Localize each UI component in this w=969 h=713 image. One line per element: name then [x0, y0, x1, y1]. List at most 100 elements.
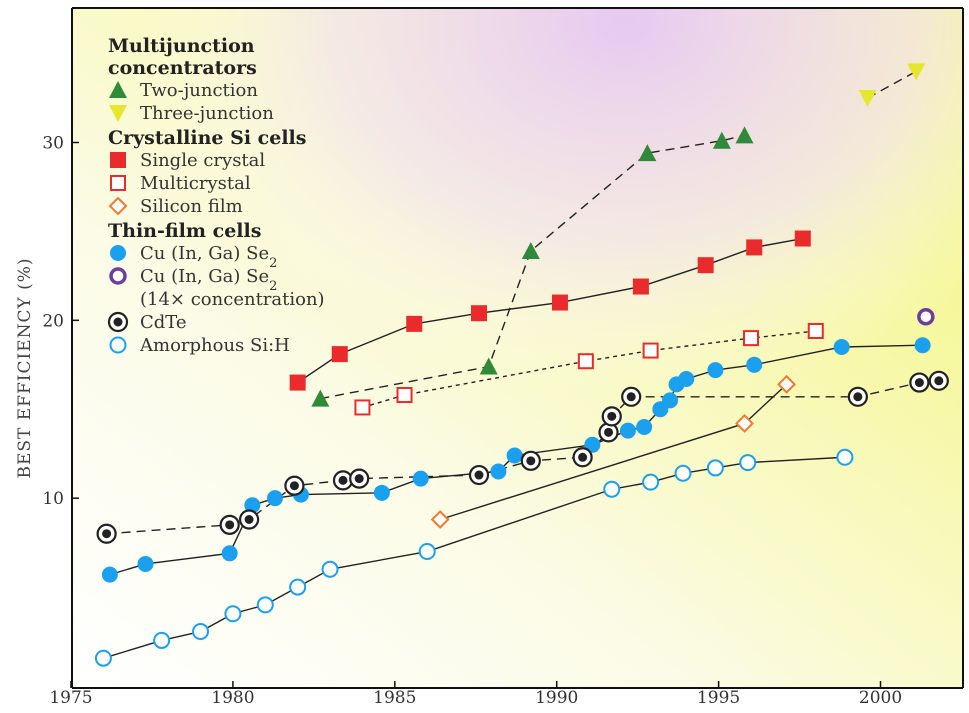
legend: MultijunctionconcentratorsTwo-junctionTh… — [107, 35, 325, 356]
legend-marker-2-2 — [107, 311, 129, 333]
data-point-0-2 — [521, 241, 540, 259]
data-point-3-0 — [354, 399, 371, 416]
plot-glow — [72, 8, 963, 688]
data-point-7-5 — [349, 468, 370, 489]
data-point-5-10 — [584, 436, 601, 453]
data-point-2-6 — [697, 257, 714, 274]
data-point-5-9 — [506, 447, 523, 464]
data-point-4-0 — [430, 510, 450, 529]
data-point-8-7 — [418, 543, 436, 561]
legend-marker-2-3 — [109, 336, 127, 354]
data-point-7-8 — [572, 447, 593, 468]
data-point-3-1 — [396, 387, 413, 404]
data-point-0-5 — [735, 126, 754, 144]
legend-group-title-0: concentrators — [108, 57, 257, 79]
data-point-5-4 — [267, 490, 283, 507]
data-point-2-8 — [794, 230, 811, 247]
x-tick-label: 1985 — [373, 688, 416, 708]
axis-labels: 1975 1980 1985 1990 1995 2000 10 20 30 BEST EFFIC… — [15, 133, 902, 708]
data-point-0-3 — [638, 144, 657, 162]
data-point-3-4 — [743, 330, 759, 347]
data-point-1-1 — [907, 63, 926, 81]
data-point-8-1 — [153, 631, 171, 649]
legend-marker-1-1 — [110, 175, 126, 191]
data-point-5-20 — [914, 337, 931, 354]
data-point-5-14 — [662, 392, 679, 409]
legend-label-0-0: Two-junction — [140, 80, 258, 101]
x-tick-label: 1990 — [535, 688, 578, 708]
data-point-7-10 — [601, 406, 622, 427]
legend-marker-2-1 — [109, 267, 127, 285]
data-point-5-16 — [678, 371, 695, 388]
legend-group-title-1: Crystalline Si cells — [108, 127, 306, 149]
data-point-1-0 — [858, 90, 877, 108]
data-point-2-7 — [746, 239, 763, 256]
legend-label-1-2: Silicon film — [140, 196, 243, 217]
axes — [70, 7, 964, 689]
data-point-7-14 — [928, 370, 949, 391]
data-point-7-0 — [96, 523, 117, 544]
data-point-4-2 — [777, 374, 797, 394]
y-tick-label: 30 — [42, 133, 64, 153]
x-tick-label: 1980 — [211, 688, 254, 708]
data-point-7-11 — [621, 386, 642, 407]
data-point-8-12 — [739, 454, 757, 472]
legend-marker-1-0 — [110, 152, 126, 168]
legend-marker-0-1 — [109, 105, 127, 122]
data-point-8-9 — [642, 473, 660, 491]
data-point-7-9 — [598, 422, 619, 443]
data-point-7-13 — [909, 372, 930, 393]
data-point-2-3 — [471, 305, 487, 322]
data-point-4-1 — [735, 414, 754, 433]
data-point-5-11 — [619, 422, 636, 439]
data-point-5-6 — [373, 484, 390, 501]
data-point-7-1 — [219, 514, 240, 535]
legend-group-title-2: Thin-film cells — [108, 220, 261, 242]
data-point-6-0 — [917, 308, 935, 326]
data-point-5-7 — [412, 470, 429, 487]
data-point-7-3 — [284, 475, 305, 496]
legend-group-title-0: Multijunction — [108, 35, 255, 57]
y-tick-label: 20 — [42, 311, 64, 331]
data-point-3-5 — [807, 322, 824, 339]
y-tick-label: 10 — [42, 489, 64, 509]
y-axis-title: BEST EFFICIENCY (%) — [15, 257, 35, 478]
data-point-8-4 — [256, 596, 274, 614]
legend-label-2-3: Amorphous Si:H — [139, 335, 290, 356]
legend-label-0-1: Three-junction — [140, 103, 274, 124]
legend-marker-2-0 — [110, 245, 126, 261]
data-point-5-2 — [221, 545, 238, 562]
data-point-5-18 — [746, 356, 763, 373]
data-point-5-1 — [137, 555, 154, 572]
data-point-3-3 — [642, 342, 659, 359]
legend-marker-0-0 — [109, 81, 127, 98]
data-point-0-0 — [311, 389, 330, 407]
data-point-3-2 — [577, 353, 594, 370]
data-point-5-19 — [833, 339, 850, 355]
data-point-7-12 — [847, 386, 868, 407]
data-point-2-1 — [331, 346, 348, 363]
data-point-5-3 — [244, 497, 261, 514]
data-point-8-8 — [603, 480, 621, 498]
data-point-2-5 — [632, 278, 649, 295]
data-point-0-1 — [479, 357, 498, 375]
data-point-7-7 — [520, 450, 541, 471]
data-point-8-11 — [706, 459, 724, 477]
data-point-8-13 — [836, 448, 854, 466]
legend-label-1-0: Single crystal — [140, 150, 265, 171]
legend-label-2-2: CdTe — [140, 312, 187, 333]
series-line-1 — [867, 70, 917, 99]
data-point-5-0 — [101, 566, 118, 583]
data-point-7-6 — [468, 464, 490, 486]
x-tick-label: 2000 — [859, 688, 902, 708]
data-point-8-0 — [94, 649, 112, 667]
legend-marker-1-2 — [108, 196, 128, 216]
legend-label-2-1: (14× concentration) — [140, 289, 325, 310]
x-tick-label: 1975 — [49, 688, 92, 708]
plot-background — [72, 8, 963, 688]
data-point-8-5 — [289, 578, 307, 596]
data-point-5-12 — [636, 419, 653, 436]
legend-label-1-1: Multicrystal — [140, 173, 251, 194]
